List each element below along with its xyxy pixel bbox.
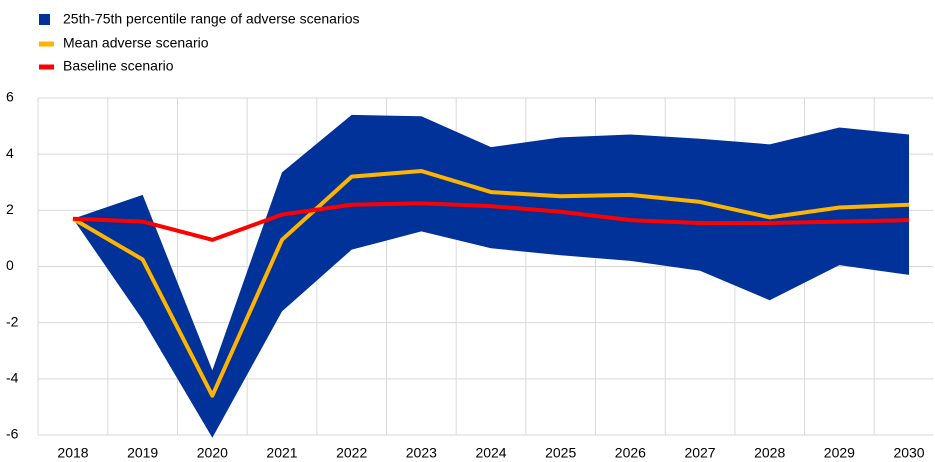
y-tick-label: 0 <box>6 257 14 273</box>
legend-swatch <box>39 64 54 70</box>
y-tick-label: -6 <box>6 426 19 442</box>
percentile-band <box>73 114 910 438</box>
x-tick-label: 2020 <box>197 445 228 461</box>
legend-swatch <box>39 41 54 47</box>
x-tick-label: 2023 <box>406 445 437 461</box>
x-tick-label: 2025 <box>545 445 576 461</box>
x-tick-label: 2021 <box>266 445 297 461</box>
legend-label: Baseline scenario <box>63 58 174 74</box>
y-tick-label: 4 <box>6 145 14 161</box>
x-tick-label: 2018 <box>57 445 88 461</box>
x-tick-label: 2027 <box>684 445 715 461</box>
x-tick-label: 2030 <box>893 445 924 461</box>
legend-swatch <box>39 14 50 25</box>
y-tick-label: 2 <box>6 201 14 217</box>
x-tick-label: 2024 <box>475 445 506 461</box>
legend-label: 25th-75th percentile range of adverse sc… <box>63 11 360 27</box>
series-line <box>71 169 910 398</box>
y-tick-label: -4 <box>6 370 19 386</box>
x-tick-label: 2029 <box>824 445 855 461</box>
series-line <box>72 201 910 242</box>
y-tick-label: -2 <box>6 313 19 329</box>
x-tick-label: 2019 <box>127 445 158 461</box>
y-tick-label: 6 <box>6 89 14 105</box>
x-tick-label: 2026 <box>615 445 646 461</box>
x-tick-label: 2022 <box>336 445 367 461</box>
x-tick-label: 2028 <box>754 445 785 461</box>
legend-label: Mean adverse scenario <box>63 35 209 51</box>
